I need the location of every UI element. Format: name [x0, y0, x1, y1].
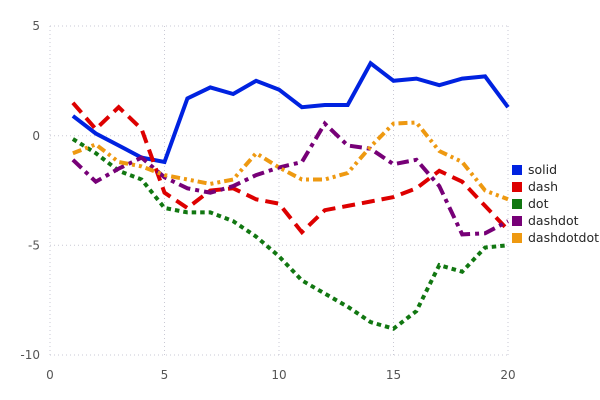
- legend-item-dot: dot: [512, 197, 599, 211]
- legend-swatch: [512, 165, 522, 175]
- legend-swatch: [512, 182, 522, 192]
- y-tick-label: 0: [32, 129, 40, 143]
- series-line-dashdot: [71, 120, 509, 237]
- series-line-solid: [71, 60, 510, 165]
- legend-label: dashdotdot: [528, 230, 599, 245]
- legend-swatch: [512, 216, 522, 226]
- legend-label: dot: [528, 196, 549, 211]
- y-tick-label: 5: [32, 19, 40, 33]
- legend-label: solid: [528, 162, 558, 177]
- legend-item-solid: solid: [512, 163, 599, 177]
- legend-label: dashdot: [528, 213, 579, 228]
- series-line-dash: [71, 101, 510, 236]
- x-tick-label: 10: [271, 368, 286, 382]
- legend-swatch: [512, 233, 522, 243]
- x-tick-label: 5: [161, 368, 169, 382]
- legend-label: dash: [528, 179, 559, 194]
- x-tick-label: 0: [46, 368, 54, 382]
- legend-swatch: [512, 199, 522, 209]
- y-tick-label: -10: [20, 348, 40, 362]
- legend-item-dash: dash: [512, 180, 599, 194]
- legend: solid dash dot dashdot dashdotdot: [512, 163, 599, 245]
- x-tick-label: 15: [386, 368, 401, 382]
- legend-item-dashdot: dashdot: [512, 214, 599, 228]
- x-tick-label: 20: [500, 368, 515, 382]
- legend-item-dashdotdot: dashdotdot: [512, 231, 599, 245]
- series-line-dashdotdot: [72, 120, 509, 202]
- series-line-dot: [71, 137, 509, 331]
- y-tick-label: -5: [28, 239, 40, 253]
